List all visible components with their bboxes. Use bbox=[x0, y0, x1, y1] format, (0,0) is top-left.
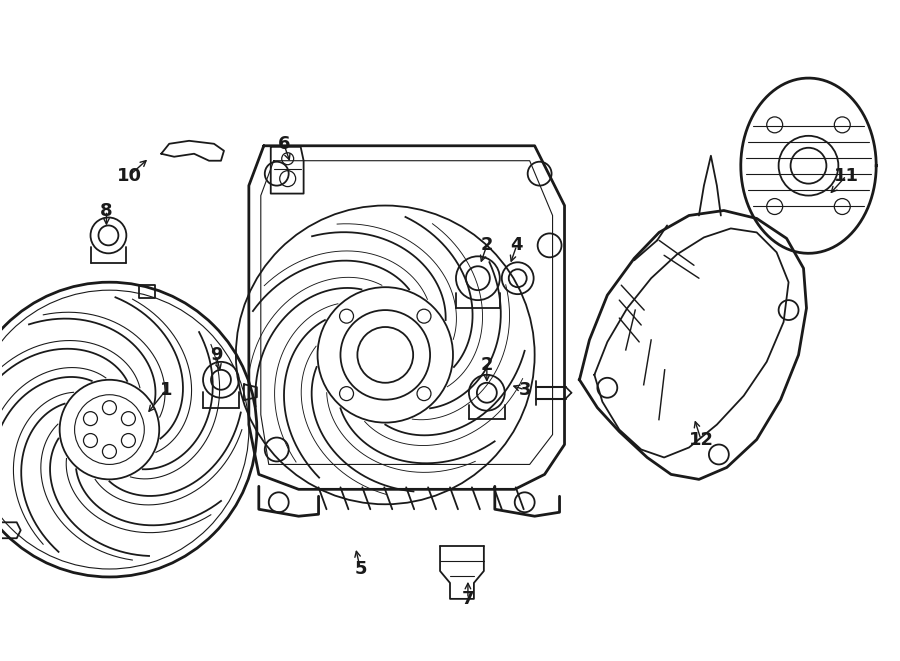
Text: 2: 2 bbox=[481, 237, 493, 254]
Text: 5: 5 bbox=[354, 560, 366, 578]
Text: 11: 11 bbox=[833, 167, 859, 184]
Text: 10: 10 bbox=[117, 167, 142, 184]
Text: 1: 1 bbox=[160, 381, 173, 399]
Text: 6: 6 bbox=[277, 135, 290, 153]
Text: 8: 8 bbox=[100, 202, 112, 219]
Text: 9: 9 bbox=[210, 346, 222, 364]
Text: 2: 2 bbox=[481, 356, 493, 374]
Text: 12: 12 bbox=[688, 430, 714, 449]
Text: 7: 7 bbox=[462, 590, 474, 608]
Text: 4: 4 bbox=[510, 237, 523, 254]
Text: 3: 3 bbox=[518, 381, 531, 399]
